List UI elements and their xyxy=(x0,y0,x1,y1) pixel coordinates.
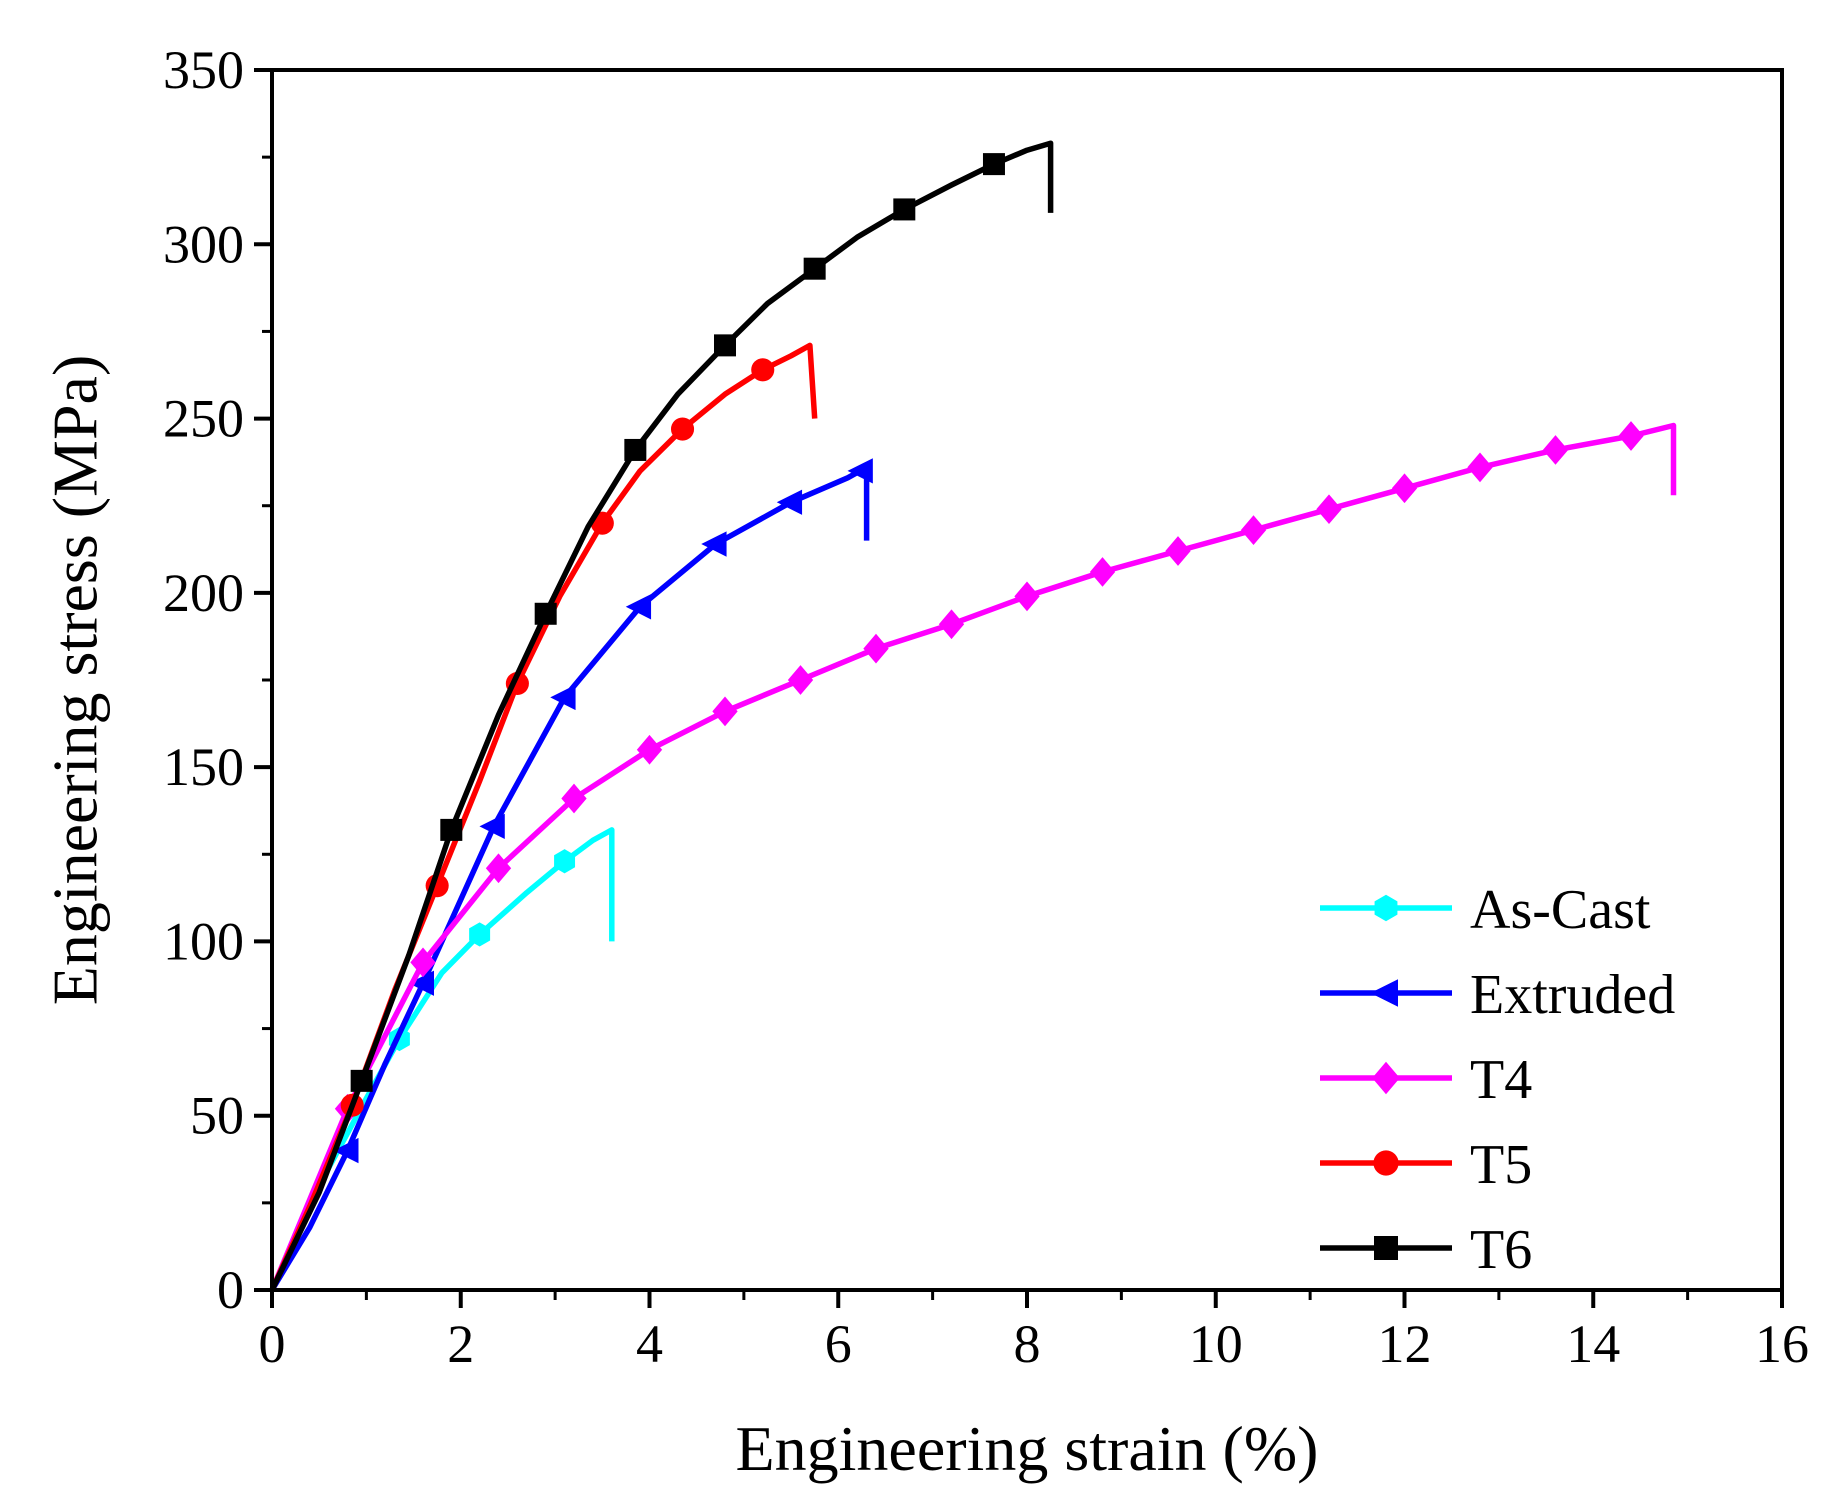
data-point-t4 xyxy=(712,696,738,727)
data-point-t4 xyxy=(1240,515,1267,545)
data-point-t4 xyxy=(863,633,889,664)
data-point-t4 xyxy=(938,609,965,640)
x-tick-label: 4 xyxy=(636,1314,663,1374)
legend: As-Cast Extruded T4 T5 T6 xyxy=(1320,879,1675,1281)
data-point-t6 xyxy=(714,334,736,357)
data-point-extruded xyxy=(333,1137,359,1164)
legend-entry-as-cast: As-Cast xyxy=(1320,879,1651,941)
data-point-t6 xyxy=(893,198,916,221)
series-line-t6 xyxy=(269,140,1054,1292)
legend-label-t5: T5 xyxy=(1470,1134,1532,1196)
data-point-as-cast xyxy=(469,922,491,947)
data-point-t4 xyxy=(1316,494,1342,525)
legend-marker-t5 xyxy=(1373,1150,1399,1176)
data-point-as-cast xyxy=(554,849,576,874)
data-point-extruded xyxy=(625,594,652,620)
legend-label-t4: T4 xyxy=(1470,1049,1532,1111)
data-point-t6 xyxy=(350,1069,373,1092)
legend-entry-extruded: Extruded xyxy=(1320,964,1675,1026)
legend-marker-t4 xyxy=(1372,1061,1400,1095)
data-point-extruded xyxy=(847,458,873,484)
data-point-t4 xyxy=(1542,435,1569,465)
x-tick-label: 2 xyxy=(447,1314,474,1374)
data-point-t4 xyxy=(410,947,436,978)
series-extruded xyxy=(269,458,873,1292)
data-point-t5 xyxy=(751,358,775,382)
data-point-t4 xyxy=(1165,536,1191,566)
legend-entry-t5: T5 xyxy=(1320,1134,1532,1196)
data-point-t4 xyxy=(787,665,814,695)
data-point-extruded xyxy=(701,531,727,557)
y-tick-label: 250 xyxy=(163,389,244,449)
data-point-t4 xyxy=(1618,421,1644,451)
legend-marker-as-cast xyxy=(1374,894,1398,922)
data-point-t4 xyxy=(1014,581,1040,612)
legend-label-extruded: Extruded xyxy=(1470,964,1675,1026)
data-point-t5 xyxy=(670,417,695,441)
x-tick-label: 10 xyxy=(1189,1314,1243,1374)
data-point-t6 xyxy=(534,602,557,625)
data-point-extruded xyxy=(408,970,434,996)
x-tick-label: 0 xyxy=(259,1314,286,1374)
series-line-t4 xyxy=(269,422,1677,1292)
y-tick-label: 150 xyxy=(163,737,244,797)
legend-label-as-cast: As-Cast xyxy=(1470,879,1651,941)
series-t4 xyxy=(269,421,1677,1292)
data-point-t6 xyxy=(982,153,1005,176)
series-line-as-cast xyxy=(269,827,615,1292)
x-axis-title: Engineering strain (%) xyxy=(736,1413,1319,1484)
data-point-t4 xyxy=(1467,452,1493,483)
y-tick-label: 350 xyxy=(163,40,244,100)
x-tick-label: 6 xyxy=(825,1314,852,1374)
x-tick-label: 12 xyxy=(1378,1314,1432,1374)
plot-frame xyxy=(270,68,1784,1292)
data-point-extruded xyxy=(550,684,576,711)
y-tick-label: 300 xyxy=(163,214,244,274)
data-point-t6 xyxy=(440,818,463,841)
data-point-extruded xyxy=(479,813,505,840)
legend-label-t6: T6 xyxy=(1470,1219,1532,1281)
series-as-cast xyxy=(269,827,615,1292)
legend-marker-t6 xyxy=(1374,1236,1398,1260)
y-tick-label: 0 xyxy=(217,1260,244,1320)
y-axis-title: Engineering stress (MPa) xyxy=(40,355,111,1006)
series-line-extruded xyxy=(269,464,870,1292)
data-point-t6 xyxy=(803,257,826,280)
series-t6 xyxy=(269,140,1054,1292)
x-tick-label: 8 xyxy=(1014,1314,1041,1374)
y-tick-label: 50 xyxy=(190,1086,244,1146)
series-layer xyxy=(269,140,1677,1292)
data-point-t4 xyxy=(561,783,587,814)
data-point-t4 xyxy=(1089,557,1116,587)
x-tick-label: 14 xyxy=(1566,1314,1620,1374)
data-point-t6 xyxy=(624,438,647,461)
data-point-t4 xyxy=(1391,473,1418,504)
ticks-layer: 0 2 4 6 8 10 12 14 16 0 50 100 150 200 250 300 350 xyxy=(163,40,1809,1374)
legend-entry-t6: T6 xyxy=(1320,1219,1532,1281)
legend-entry-t4: T4 xyxy=(1320,1049,1532,1111)
data-point-t4 xyxy=(636,734,663,765)
data-point-extruded xyxy=(776,489,803,515)
x-tick-label: 16 xyxy=(1755,1314,1809,1374)
y-tick-label: 200 xyxy=(163,563,244,623)
y-tick-label: 100 xyxy=(163,911,244,971)
legend-marker-extruded xyxy=(1370,979,1398,1007)
data-point-t4 xyxy=(485,853,512,884)
